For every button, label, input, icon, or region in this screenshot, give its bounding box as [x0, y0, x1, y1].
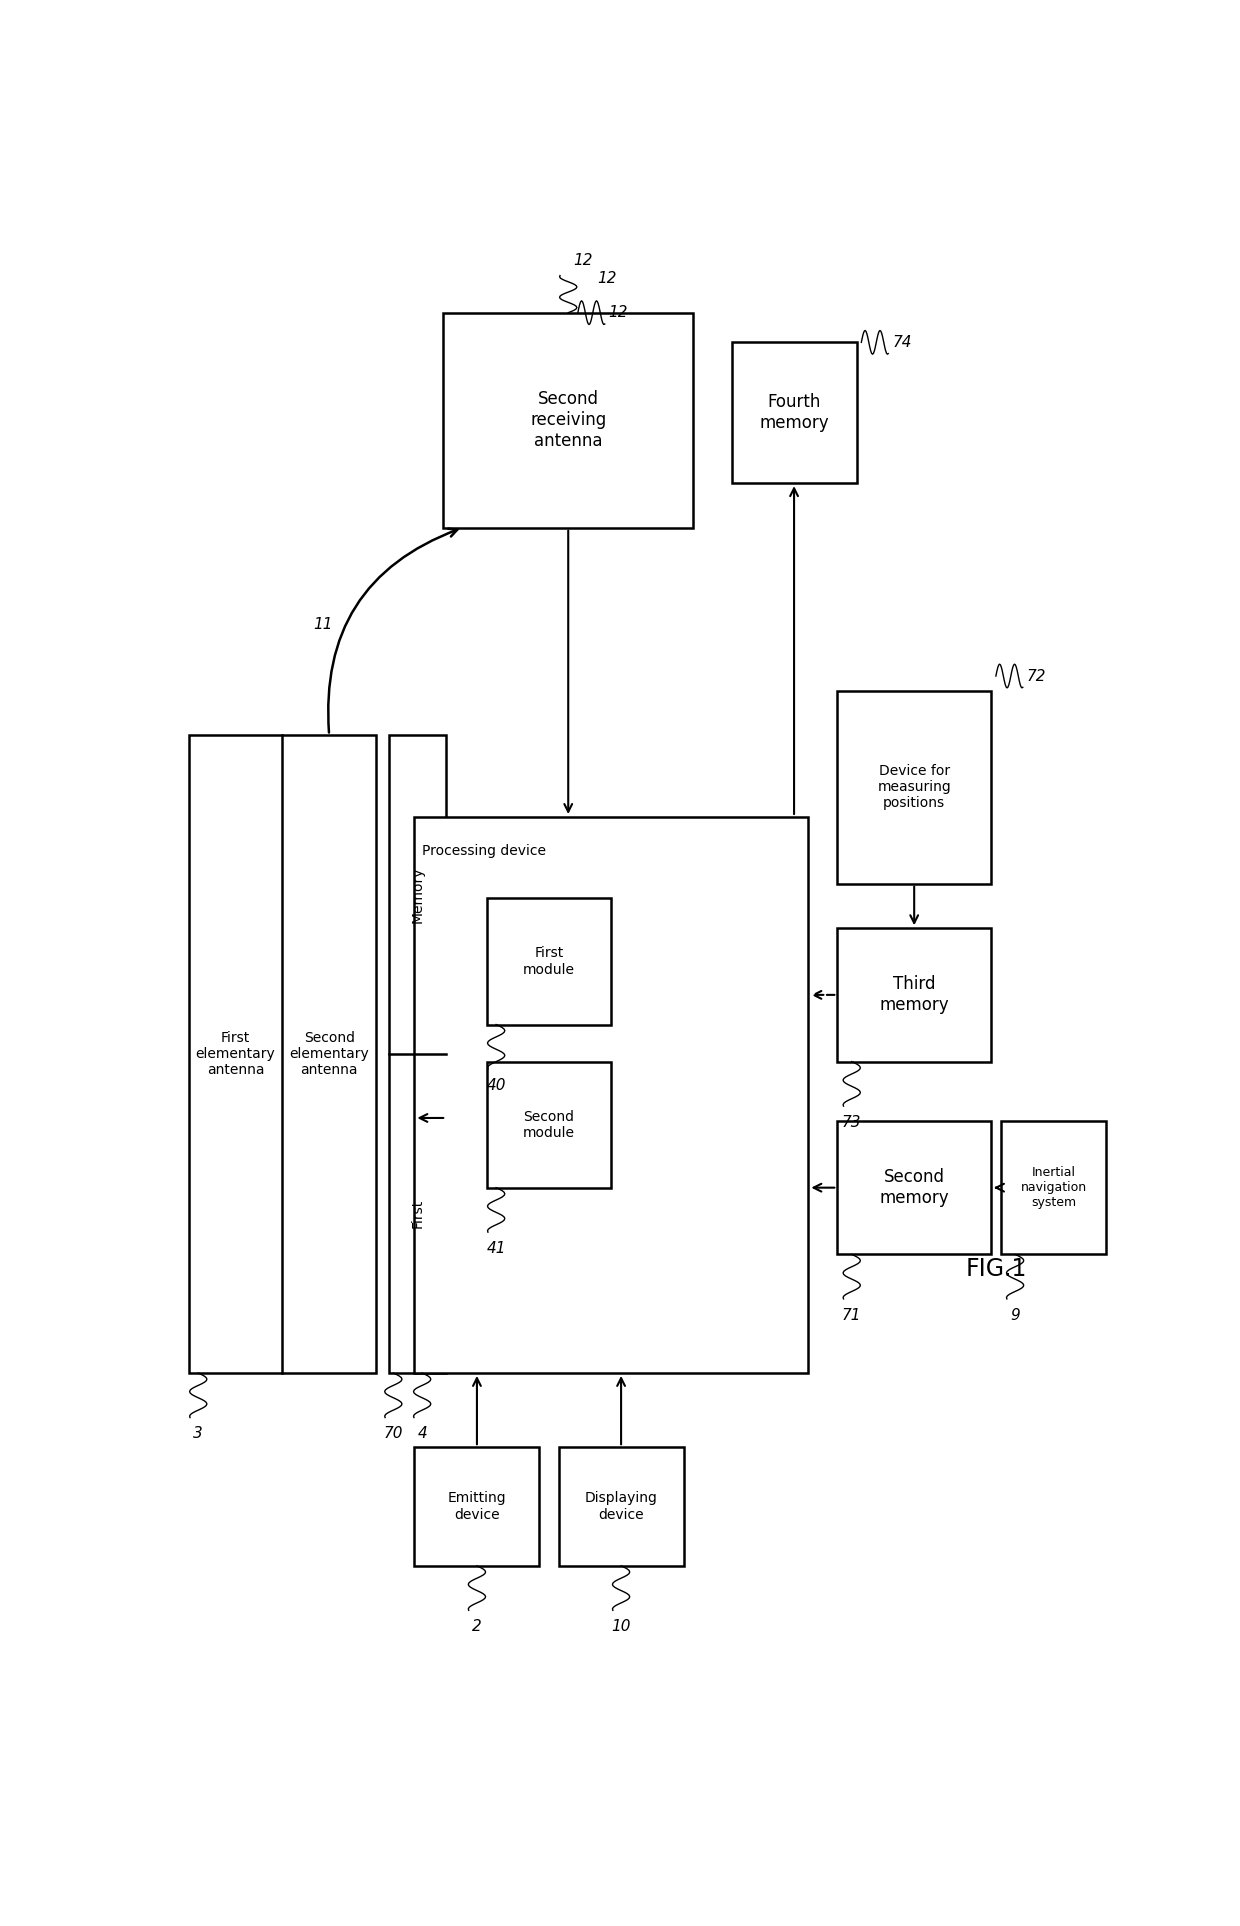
FancyBboxPatch shape: [414, 817, 808, 1373]
FancyBboxPatch shape: [388, 736, 446, 1373]
Text: First: First: [410, 1200, 424, 1229]
FancyBboxPatch shape: [732, 343, 857, 483]
Text: 12: 12: [596, 272, 616, 285]
Text: 9: 9: [1011, 1308, 1021, 1323]
Text: Processing device: Processing device: [422, 844, 546, 857]
Text: FIG.1: FIG.1: [965, 1258, 1027, 1281]
Text: 71: 71: [842, 1308, 862, 1323]
Text: 11: 11: [314, 616, 332, 632]
Text: Third
memory: Third memory: [879, 975, 949, 1015]
FancyBboxPatch shape: [414, 1446, 539, 1566]
Text: 70: 70: [383, 1427, 403, 1441]
Text: 74: 74: [892, 335, 911, 351]
Text: 3: 3: [193, 1427, 203, 1441]
Text: Emitting
device: Emitting device: [448, 1491, 506, 1522]
Text: Second
receiving
antenna: Second receiving antenna: [531, 391, 606, 451]
FancyBboxPatch shape: [837, 1121, 991, 1254]
Text: 40: 40: [486, 1079, 506, 1092]
Text: 12: 12: [573, 252, 593, 268]
Text: 10: 10: [611, 1620, 631, 1635]
Text: 2: 2: [472, 1620, 482, 1635]
FancyBboxPatch shape: [444, 312, 693, 528]
Text: Second
memory: Second memory: [879, 1169, 949, 1208]
FancyBboxPatch shape: [837, 928, 991, 1061]
FancyBboxPatch shape: [486, 1061, 611, 1188]
Text: Inertial
navigation
system: Inertial navigation system: [1021, 1165, 1086, 1210]
Text: Displaying
device: Displaying device: [584, 1491, 657, 1522]
FancyBboxPatch shape: [837, 691, 991, 884]
Text: 12: 12: [609, 304, 629, 320]
Text: Device for
measuring
positions: Device for measuring positions: [878, 765, 951, 811]
Text: Memory: Memory: [410, 867, 424, 923]
FancyBboxPatch shape: [188, 736, 376, 1373]
Text: Second
module: Second module: [523, 1109, 575, 1140]
FancyBboxPatch shape: [486, 898, 611, 1025]
Text: First
elementary
antenna: First elementary antenna: [196, 1030, 275, 1077]
Text: 4: 4: [418, 1427, 427, 1441]
Text: 41: 41: [486, 1240, 506, 1256]
Text: Fourth
memory: Fourth memory: [759, 393, 828, 431]
Text: Second
elementary
antenna: Second elementary antenna: [289, 1030, 370, 1077]
Text: 72: 72: [1027, 668, 1047, 684]
FancyBboxPatch shape: [558, 1446, 683, 1566]
Text: First
module: First module: [523, 946, 575, 976]
Text: 73: 73: [842, 1115, 862, 1131]
FancyBboxPatch shape: [1001, 1121, 1106, 1254]
